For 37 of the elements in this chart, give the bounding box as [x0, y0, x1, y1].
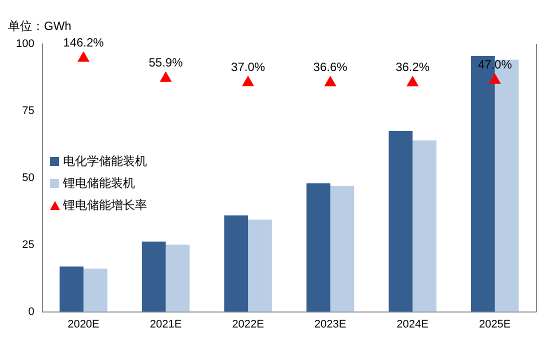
x-tick-label: 2022E: [232, 318, 264, 330]
legend-label: 锂电储能装机: [63, 174, 135, 192]
x-tick-label: 2021E: [150, 318, 182, 330]
y-axis-title: 单位：GWh: [8, 18, 72, 35]
point: [489, 74, 501, 84]
point: [242, 76, 254, 86]
data-label: 47.0%: [478, 58, 512, 72]
y-tick-label: 75: [22, 104, 34, 117]
data-label: 37.0%: [231, 60, 266, 74]
bar: [388, 131, 413, 312]
point: [324, 76, 336, 86]
y-tick-label: 50: [22, 172, 34, 184]
point: [78, 52, 90, 62]
bar: [330, 186, 354, 312]
bar: [412, 140, 436, 312]
bar: [306, 183, 330, 312]
y-tick-label: 100: [16, 38, 34, 50]
bar: [224, 215, 248, 312]
legend-label: 电化学储能装机: [63, 152, 147, 170]
x-tick-label: 2020E: [68, 318, 100, 330]
data-label: 146.2%: [63, 36, 104, 50]
bar: [60, 266, 84, 312]
bar: [166, 244, 190, 312]
x-tick-label: 2023E: [314, 318, 346, 330]
bar: [248, 220, 272, 312]
x-tick-label: 2024E: [396, 318, 428, 330]
bar: [142, 242, 166, 312]
point: [160, 72, 172, 82]
data-label: 36.2%: [396, 60, 430, 74]
y-tick-label: 25: [22, 238, 34, 251]
y-tick-label: 0: [28, 306, 34, 318]
data-label: 55.9%: [148, 56, 184, 70]
point: [406, 76, 418, 86]
legend-label: 锂电储能增长率: [63, 196, 147, 214]
data-label: 36.6%: [313, 60, 348, 74]
bar: [83, 268, 108, 312]
x-tick-label: 2025E: [478, 318, 511, 330]
